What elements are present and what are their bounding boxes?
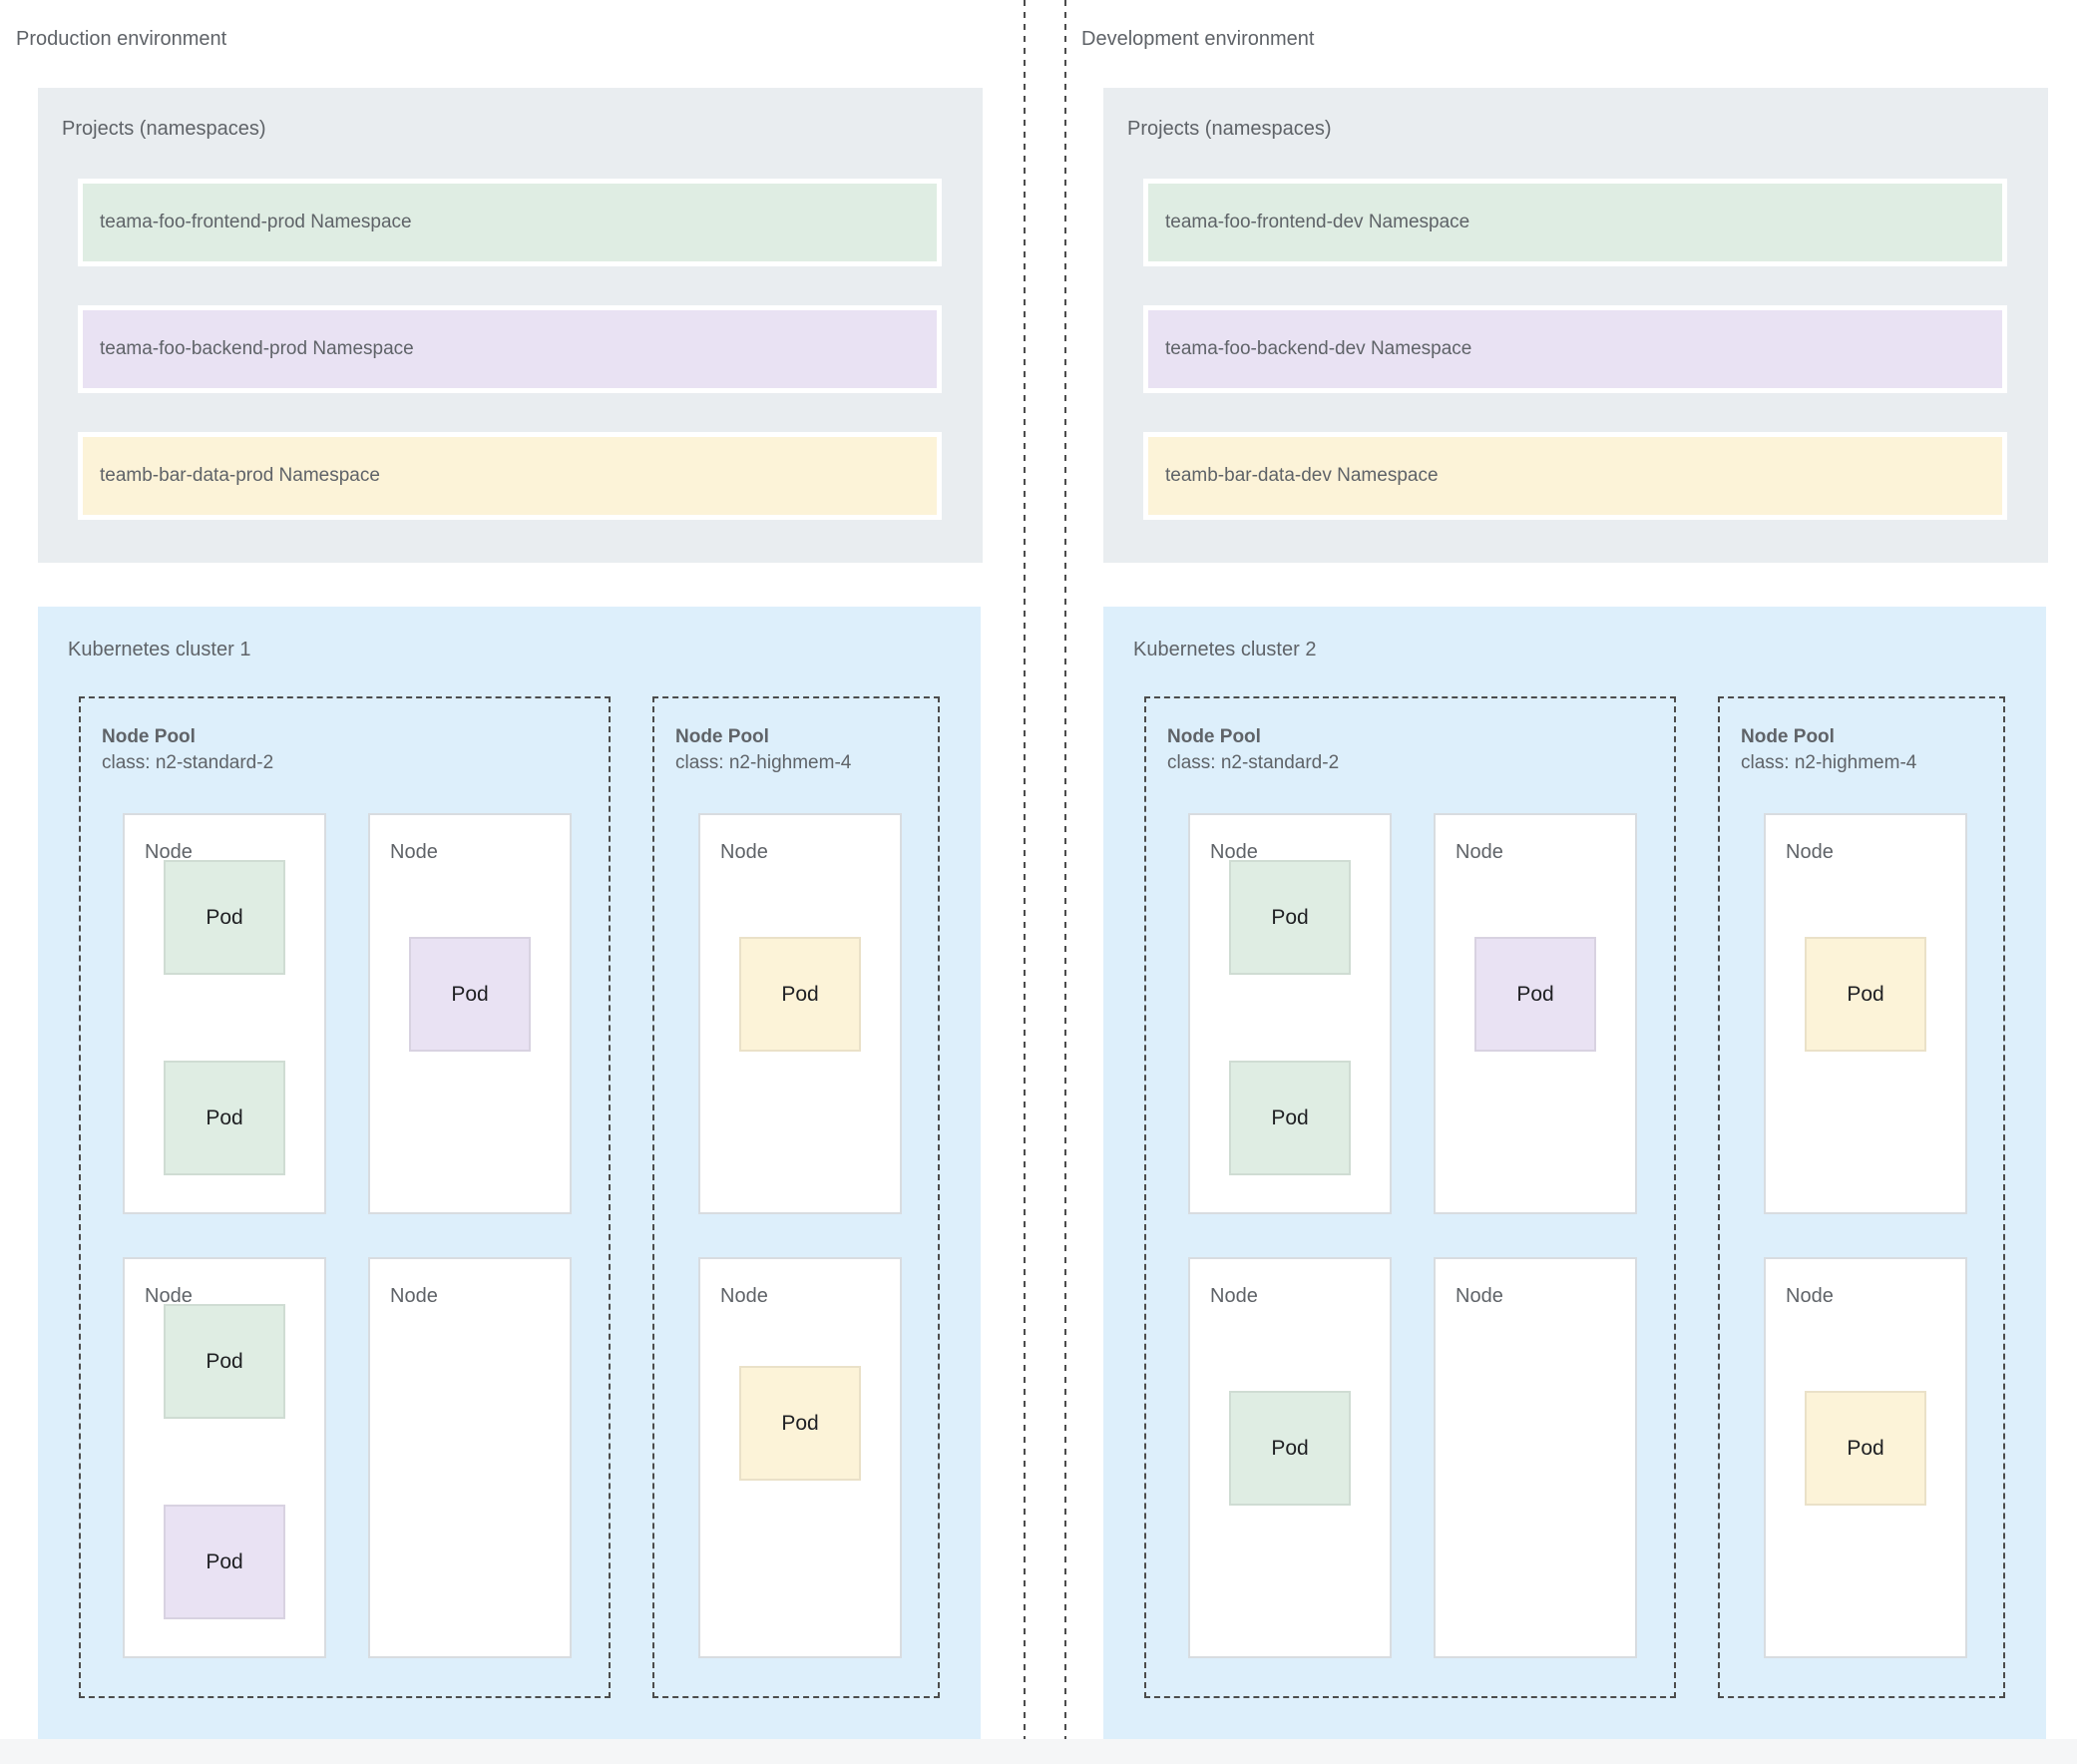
node-pool-name: Node Pool bbox=[1167, 726, 1261, 747]
cluster-title: Kubernetes cluster 1 bbox=[68, 639, 251, 661]
pod-box-data: Pod bbox=[1805, 937, 1926, 1052]
kubernetes-cluster-2-box: Kubernetes cluster 2 Node Pool class: n2… bbox=[1103, 607, 2046, 1739]
node-label: Node bbox=[720, 1285, 768, 1307]
cluster-title: Kubernetes cluster 2 bbox=[1133, 639, 1317, 661]
node-box: Node Pod Pod bbox=[123, 813, 326, 1214]
node-box: Node Pod bbox=[1188, 1257, 1392, 1658]
node-pool-name: Node Pool bbox=[102, 726, 196, 747]
node-label: Node bbox=[1210, 841, 1258, 863]
node-pool-highmem: Node Pool class: n2-highmem-4 Node Pod N… bbox=[1718, 696, 2005, 1698]
node-label: Node bbox=[390, 1285, 438, 1307]
node-label: Node bbox=[145, 1285, 193, 1307]
projects-label: Projects (namespaces) bbox=[1127, 118, 1332, 140]
node-box: Node bbox=[368, 1257, 572, 1658]
pod-box-frontend: Pod bbox=[164, 1304, 285, 1419]
node-pool-name: Node Pool bbox=[1741, 726, 1835, 747]
node-box: Node Pod bbox=[368, 813, 572, 1214]
node-box: Node Pod bbox=[698, 1257, 902, 1658]
node-box: Node Pod Pod bbox=[1188, 813, 1392, 1214]
node-pool-name: Node Pool bbox=[675, 726, 769, 747]
node-label: Node bbox=[145, 841, 193, 863]
projects-container: Projects (namespaces) teama-foo-frontend… bbox=[38, 88, 983, 563]
pod-box-data: Pod bbox=[739, 1366, 861, 1481]
node-pool-label: Node Pool class: n2-standard-2 bbox=[102, 724, 273, 776]
pod-box-frontend: Pod bbox=[1229, 860, 1351, 975]
projects-label: Projects (namespaces) bbox=[62, 118, 266, 140]
node-pool-class: class: n2-highmem-4 bbox=[675, 752, 852, 773]
pod-box-data: Pod bbox=[739, 937, 861, 1052]
pod-box-frontend: Pod bbox=[1229, 1061, 1351, 1175]
node-label: Node bbox=[1455, 1285, 1503, 1307]
node-label: Node bbox=[390, 841, 438, 863]
node-box: Node Pod bbox=[698, 813, 902, 1214]
namespace-row-frontend-dev: teama-foo-frontend-dev Namespace bbox=[1143, 179, 2007, 266]
namespace-row-backend-dev: teama-foo-backend-dev Namespace bbox=[1143, 305, 2007, 393]
node-pool-standard: Node Pool class: n2-standard-2 Node Pod … bbox=[1144, 696, 1676, 1698]
node-pool-label: Node Pool class: n2-highmem-4 bbox=[675, 724, 851, 776]
node-label: Node bbox=[1786, 1285, 1834, 1307]
kubernetes-cluster-1-box: Kubernetes cluster 1 Node Pool class: n2… bbox=[38, 607, 981, 1739]
projects-container: Projects (namespaces) teama-foo-frontend… bbox=[1103, 88, 2048, 563]
node-box: Node bbox=[1434, 1257, 1637, 1658]
environment-title: Production environment bbox=[16, 28, 227, 50]
node-pool-class: class: n2-highmem-4 bbox=[1741, 752, 1917, 773]
node-label: Node bbox=[720, 841, 768, 863]
environment-divider-line bbox=[1064, 0, 1066, 1764]
pod-box-backend: Pod bbox=[409, 937, 531, 1052]
namespace-row-data-dev: teamb-bar-data-dev Namespace bbox=[1143, 432, 2007, 520]
node-pool-label: Node Pool class: n2-highmem-4 bbox=[1741, 724, 1916, 776]
pod-box-data: Pod bbox=[1805, 1391, 1926, 1506]
node-pool-class: class: n2-standard-2 bbox=[102, 752, 274, 773]
node-box: Node Pod bbox=[1764, 1257, 1967, 1658]
node-box: Node Pod bbox=[1764, 813, 1967, 1214]
node-label: Node bbox=[1786, 841, 1834, 863]
pod-box-frontend: Pod bbox=[164, 860, 285, 975]
node-label: Node bbox=[1455, 841, 1503, 863]
namespace-row-data-prod: teamb-bar-data-prod Namespace bbox=[78, 432, 942, 520]
pod-box-backend: Pod bbox=[164, 1505, 285, 1619]
environment-title: Development environment bbox=[1081, 28, 1315, 50]
node-box: Node Pod bbox=[1434, 813, 1637, 1214]
namespace-row-backend-prod: teama-foo-backend-prod Namespace bbox=[78, 305, 942, 393]
node-label: Node bbox=[1210, 1285, 1258, 1307]
node-pool-highmem: Node Pool class: n2-highmem-4 Node Pod N… bbox=[652, 696, 940, 1698]
pod-box-frontend: Pod bbox=[164, 1061, 285, 1175]
development-environment-section: Development environment Projects (namesp… bbox=[1065, 0, 2077, 1764]
namespace-row-frontend-prod: teama-foo-frontend-prod Namespace bbox=[78, 179, 942, 266]
pod-box-backend: Pod bbox=[1474, 937, 1596, 1052]
node-pool-standard: Node Pool class: n2-standard-2 Node Pod … bbox=[79, 696, 611, 1698]
node-pool-label: Node Pool class: n2-standard-2 bbox=[1167, 724, 1339, 776]
node-box: Node Pod Pod bbox=[123, 1257, 326, 1658]
node-pool-class: class: n2-standard-2 bbox=[1167, 752, 1340, 773]
pod-box-frontend: Pod bbox=[1229, 1391, 1351, 1506]
production-environment-section: Production environment Projects (namespa… bbox=[0, 0, 1012, 1764]
environment-divider-line bbox=[1024, 0, 1026, 1764]
footer-strip bbox=[0, 1739, 2077, 1764]
